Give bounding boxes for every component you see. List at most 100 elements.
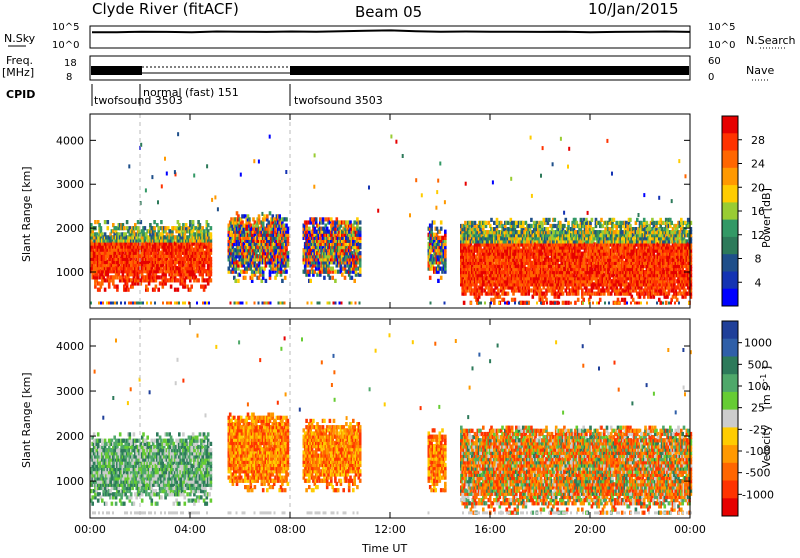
scatter-cell bbox=[471, 221, 474, 225]
scatter-cell bbox=[437, 279, 440, 283]
scatter-cell bbox=[511, 298, 514, 302]
cpid-row: CPID twofsound 3503 normal (fast) 151 tw… bbox=[6, 84, 383, 107]
scatter-cell bbox=[94, 220, 97, 224]
scatter-cell bbox=[496, 218, 499, 222]
noise-right-label: N.Search bbox=[746, 34, 796, 47]
scatter-cell bbox=[351, 276, 354, 280]
scatter-cell bbox=[440, 276, 443, 280]
scatter-cell bbox=[192, 220, 195, 224]
ground-scatter-cell bbox=[335, 302, 337, 305]
date-title: 10/Jan/2015 bbox=[588, 0, 679, 18]
scatter-cell bbox=[237, 279, 240, 283]
scatter-cell bbox=[315, 217, 318, 221]
ground-scatter-cell bbox=[196, 302, 198, 305]
scatter-cell bbox=[308, 227, 311, 231]
ground-scatter-cell bbox=[238, 302, 240, 305]
ground-scatter-cell bbox=[349, 302, 351, 305]
ground-scatter-cell bbox=[270, 302, 272, 305]
scatter-cell bbox=[137, 220, 140, 224]
scatter-cell bbox=[433, 220, 436, 224]
ground-scatter-cell bbox=[351, 302, 353, 305]
ground-scatter-cell bbox=[170, 302, 172, 305]
scatter-cell bbox=[207, 223, 210, 227]
scatter-cell bbox=[565, 301, 568, 305]
scatter-cell bbox=[248, 217, 251, 221]
ground-scatter-cell bbox=[154, 302, 156, 305]
ground-scatter-cell bbox=[254, 302, 256, 305]
scatter-cell bbox=[234, 279, 237, 283]
noise-sky-series bbox=[92, 30, 690, 32]
scatter-cell bbox=[548, 218, 551, 222]
ground-scatter-cell bbox=[262, 302, 264, 305]
scatter-cell bbox=[359, 251, 362, 255]
scatter-cell bbox=[490, 298, 493, 302]
ground-scatter-cell bbox=[108, 302, 110, 305]
scatter-cell bbox=[153, 226, 156, 230]
ground-scatter-cell bbox=[174, 302, 176, 305]
ground-scatter-cell bbox=[102, 302, 104, 305]
scatter-cell bbox=[522, 221, 525, 225]
scatter-cell bbox=[322, 217, 325, 221]
ground-scatter-cell bbox=[319, 302, 321, 305]
scatter-cell bbox=[474, 221, 477, 225]
scatter-cell bbox=[429, 276, 432, 280]
ground-scatter-cell bbox=[333, 302, 335, 305]
scatter-cell bbox=[287, 251, 290, 255]
scatter-cell bbox=[530, 288, 533, 292]
scatter-cell bbox=[210, 226, 213, 230]
ground-scatter-cell bbox=[166, 302, 168, 305]
ground-scatter-cell bbox=[134, 302, 136, 305]
scatter-cell bbox=[323, 276, 326, 280]
freq-unit: [MHz] bbox=[2, 66, 34, 79]
scatter-cell bbox=[490, 218, 493, 222]
ground-scatter-cell bbox=[202, 302, 204, 305]
freq-left-tick-top: 18 bbox=[64, 58, 77, 69]
scatter-cell bbox=[146, 288, 149, 292]
scatter-cell bbox=[210, 232, 213, 236]
ground-scatter-cell bbox=[98, 302, 100, 305]
scatter-cell bbox=[582, 298, 585, 302]
scatter-cell bbox=[507, 292, 510, 296]
ground-scatter-cell bbox=[266, 302, 268, 305]
noise-right-tick-top: 10^5 bbox=[708, 22, 735, 33]
ground-scatter-cell bbox=[339, 302, 341, 305]
scatter-cell bbox=[287, 227, 290, 231]
scatter-cell bbox=[116, 285, 119, 289]
freq-band-1 bbox=[91, 66, 142, 75]
scatter-cell bbox=[258, 214, 261, 218]
scatter-cell bbox=[329, 276, 332, 280]
noise-right-tick-bottom: 10^0 bbox=[708, 40, 735, 51]
ground-scatter-cell bbox=[110, 302, 112, 305]
scatter-cell bbox=[567, 221, 570, 225]
scatter-cell bbox=[210, 278, 213, 282]
scatter-cell bbox=[563, 224, 566, 228]
scatter-cell bbox=[353, 279, 356, 283]
scatter-cell bbox=[244, 276, 247, 280]
scatter-cell bbox=[126, 220, 129, 224]
scatter-cell bbox=[204, 285, 207, 289]
scatter-cell bbox=[197, 278, 200, 282]
freq-band-3 bbox=[290, 66, 689, 75]
ground-scatter-cell bbox=[242, 302, 244, 305]
scatter-cell bbox=[530, 218, 533, 222]
scatter-cell bbox=[127, 288, 130, 292]
scatter-cell bbox=[281, 279, 284, 283]
nave-label: Nave bbox=[746, 64, 774, 77]
scatter-cell bbox=[344, 276, 347, 280]
cpid-segment-3: twofsound 3503 bbox=[294, 94, 383, 107]
ground-scatter-cell bbox=[317, 302, 319, 305]
ground-scatter-cell bbox=[178, 302, 180, 305]
ground-scatter-cell bbox=[100, 302, 102, 305]
ground-scatter-cell bbox=[182, 302, 184, 305]
scatter-cell bbox=[104, 220, 107, 224]
scatter-cell bbox=[341, 273, 344, 277]
ground-scatter-cell bbox=[430, 302, 432, 305]
scatter-cell bbox=[499, 295, 502, 299]
scatter-cell bbox=[543, 301, 546, 305]
ground-scatter-cell bbox=[208, 302, 210, 305]
scatter-cell bbox=[334, 270, 337, 274]
ground-scatter-cell bbox=[240, 302, 242, 305]
ground-scatter-cell bbox=[264, 302, 266, 305]
ground-scatter-cell bbox=[150, 302, 152, 305]
